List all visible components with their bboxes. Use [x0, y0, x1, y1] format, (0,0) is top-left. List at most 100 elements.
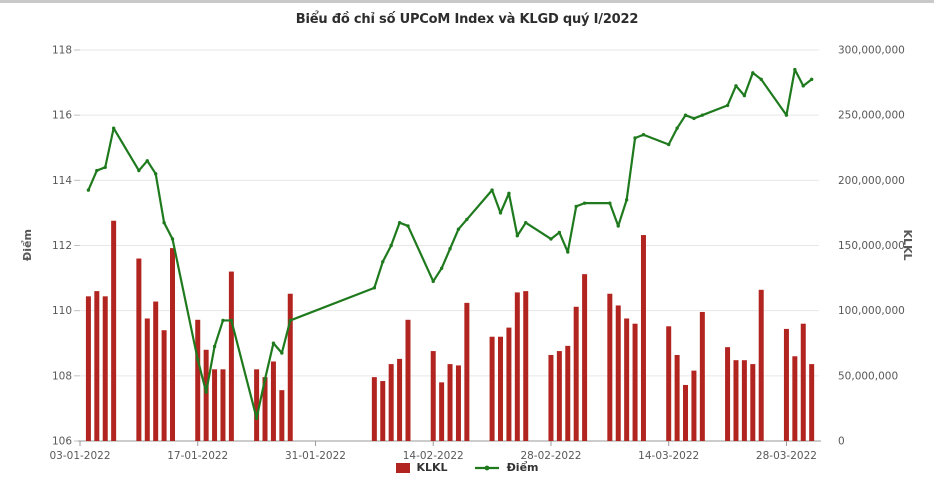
legend-label-klkl: KLKL — [416, 461, 448, 474]
index-line-marker — [381, 260, 385, 264]
index-line-marker — [801, 84, 805, 88]
volume-bar — [548, 354, 554, 441]
volume-bar — [388, 364, 394, 441]
index-line-marker — [153, 172, 158, 176]
index-line-marker — [759, 77, 763, 82]
volume-bar — [136, 258, 142, 441]
index-line-marker — [751, 71, 755, 75]
left-axis-tick-label: 112 — [52, 240, 72, 252]
right-axis-tick-label: 50,000,000 — [838, 370, 898, 382]
chart-legend: KLKL Điểm — [0, 461, 934, 474]
index-line-marker — [95, 168, 99, 173]
volume-bar — [573, 306, 579, 441]
volume-bar — [699, 311, 705, 441]
legend-label-diem: Điểm — [506, 461, 539, 474]
index-line-marker — [515, 234, 520, 238]
index-line-marker — [170, 237, 175, 241]
right-axis-tick-label: 200,000,000 — [838, 175, 905, 187]
x-axis-tick-label: 03-01-2022 — [49, 450, 110, 462]
left-axis-tick-label: 114 — [52, 175, 72, 187]
index-line-marker — [212, 344, 217, 349]
left-axis-tick-label: 110 — [52, 305, 72, 317]
volume-bar — [94, 291, 100, 441]
volume-bar — [725, 347, 731, 441]
index-line-marker — [280, 351, 284, 355]
volume-bar — [161, 330, 167, 441]
volume-bar — [809, 364, 815, 441]
volume-bar — [624, 318, 630, 441]
index-line-marker — [288, 318, 292, 323]
volume-bar — [498, 336, 503, 441]
legend-line-swatch-icon — [474, 464, 500, 472]
volume-bar — [800, 323, 806, 441]
index-line-marker — [406, 224, 410, 228]
index-line-marker — [229, 318, 234, 323]
volume-bar — [758, 289, 764, 441]
left-axis-title: Điểm — [21, 229, 34, 261]
index-line-marker — [784, 113, 789, 117]
volume-bar — [203, 349, 209, 441]
index-line-marker — [608, 201, 612, 205]
index-line-marker — [734, 84, 738, 88]
volume-bar — [666, 326, 672, 441]
index-line-marker — [162, 220, 166, 225]
index-line-marker — [465, 217, 469, 222]
volume-bar — [371, 377, 377, 441]
index-line-marker — [549, 237, 553, 241]
volume-bar — [439, 382, 445, 441]
left-axis-tick-label: 116 — [52, 110, 72, 122]
x-axis-tick-label: 28-03-2022 — [756, 450, 817, 462]
volume-bar — [405, 319, 411, 441]
index-line-marker — [254, 416, 259, 420]
page-top-border — [0, 0, 934, 3]
index-line-marker — [111, 126, 116, 130]
legend-bar-swatch-icon — [395, 462, 410, 473]
index-line — [87, 68, 813, 420]
index-line-marker — [641, 133, 646, 137]
volume-bar — [111, 220, 117, 441]
index-line-marker — [397, 220, 402, 225]
x-axis-tick-label: 31-01-2022 — [285, 450, 346, 462]
index-line-marker — [103, 165, 107, 169]
x-axis-tick-label: 17-01-2022 — [167, 450, 228, 462]
volume-bar — [380, 381, 386, 441]
volume-bar — [397, 358, 403, 441]
left-axis-tick-label: 118 — [52, 45, 72, 57]
volume-bar — [691, 370, 697, 441]
index-line-marker — [692, 116, 696, 121]
volume-bar — [615, 305, 621, 441]
index-line-marker — [389, 243, 393, 248]
volume-bar — [455, 365, 461, 441]
volume-bar — [254, 369, 260, 441]
index-line-markers — [86, 67, 814, 420]
index-line-marker — [675, 126, 679, 130]
index-line-marker — [566, 250, 570, 254]
volume-bar — [195, 319, 201, 441]
volume-bar — [565, 345, 571, 441]
right-axis-tick-label: 250,000,000 — [838, 110, 905, 122]
volume-bar — [750, 364, 756, 441]
volume-bar — [632, 323, 638, 441]
index-line-marker — [633, 136, 637, 140]
volume-bar — [489, 336, 495, 441]
index-line-marker — [683, 113, 688, 117]
index-line-marker — [490, 188, 494, 192]
index-line-marker — [582, 201, 587, 205]
right-axis-tick-label: 100,000,000 — [838, 305, 905, 317]
chart-title: Biểu đồ chỉ số UPCoM Index và KLGD quý I… — [295, 12, 639, 27]
volume-bar — [144, 318, 150, 441]
volume-bar — [640, 235, 646, 441]
volume-bar — [607, 293, 613, 441]
index-line-marker — [793, 67, 797, 72]
index-line-marker — [439, 266, 444, 271]
index-line-marker — [456, 227, 461, 231]
left-axis-tick-label: 108 — [52, 370, 72, 382]
index-line-marker — [809, 77, 814, 82]
index-line-marker — [700, 113, 705, 117]
volume-bar — [212, 369, 218, 441]
index-line-marker — [667, 142, 671, 147]
x-axis-tick-label: 14-02-2022 — [403, 450, 464, 462]
index-line-marker — [221, 318, 225, 323]
